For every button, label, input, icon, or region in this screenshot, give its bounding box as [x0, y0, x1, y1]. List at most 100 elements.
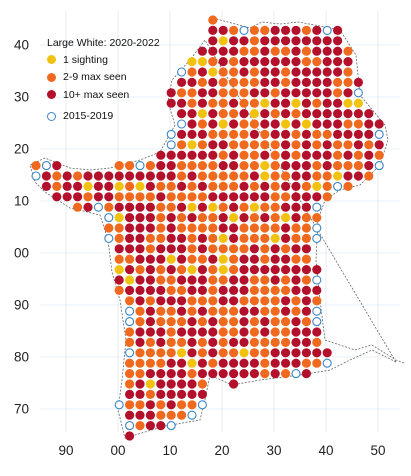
dot-2-9-max-seen [312, 296, 322, 306]
dot-10-plus-max-seen [218, 358, 228, 368]
legend-item-10-plus-max-seen: 10+ max seen [47, 89, 160, 101]
dot-2-9-max-seen [229, 129, 239, 139]
dot-10-plus-max-seen [166, 223, 176, 233]
dot-10-plus-max-seen [333, 98, 343, 108]
dot-1-sighting [145, 379, 155, 389]
dot-10-plus-max-seen [270, 265, 280, 275]
dot-10-plus-max-seen [208, 337, 218, 347]
dot-1-sighting [249, 109, 259, 119]
dot-10-plus-max-seen [249, 254, 259, 264]
dot-1-sighting [312, 181, 322, 191]
prior-record-circle [312, 317, 322, 327]
prior-record-circle [333, 181, 343, 191]
dot-10-plus-max-seen [166, 88, 176, 98]
dot-2-9-max-seen [249, 327, 259, 337]
dot-10-plus-max-seen [229, 296, 239, 306]
dot-2-9-max-seen [281, 244, 291, 254]
dot-2-9-max-seen [135, 400, 145, 410]
prior-record-circle [125, 317, 135, 327]
prior-record-circle [312, 306, 322, 316]
y-tick-label: 10 [14, 193, 30, 209]
map-legend: Large White: 2020-2022 1 sighting 2-9 ma… [47, 38, 160, 129]
dot-10-plus-max-seen [239, 317, 249, 327]
dot-10-plus-max-seen [270, 77, 280, 87]
dot-2-9-max-seen [281, 46, 291, 56]
dot-10-plus-max-seen [312, 46, 322, 56]
dot-2-9-max-seen [156, 410, 166, 420]
dot-2-9-max-seen [114, 192, 124, 202]
dot-10-plus-max-seen [145, 265, 155, 275]
dot-10-plus-max-seen [125, 223, 135, 233]
dot-2-9-max-seen [229, 317, 239, 327]
dot-2-9-max-seen [197, 296, 207, 306]
prior-record-circle [312, 202, 322, 212]
dot-10-plus-max-seen [177, 129, 187, 139]
dot-1-sighting [187, 265, 197, 275]
dot-2-9-max-seen [177, 161, 187, 171]
dot-2-9-max-seen [301, 181, 311, 191]
dot-10-plus-max-seen [291, 285, 301, 295]
dot-10-plus-max-seen [249, 171, 259, 181]
dot-2-9-max-seen [260, 348, 270, 358]
dot-2-9-max-seen [249, 233, 259, 243]
dot-2-9-max-seen [135, 317, 145, 327]
dot-10-plus-max-seen [301, 67, 311, 77]
dot-10-plus-max-seen [156, 244, 166, 254]
prior-record-circle [41, 161, 51, 171]
dot-10-plus-max-seen [229, 358, 239, 368]
dot-10-plus-max-seen [135, 296, 145, 306]
dot-1-sighting [333, 171, 343, 181]
dot-10-plus-max-seen [312, 192, 322, 202]
dot-10-plus-max-seen [197, 46, 207, 56]
dot-2-9-max-seen [187, 223, 197, 233]
dot-2-9-max-seen [239, 171, 249, 181]
dot-2-9-max-seen [177, 88, 187, 98]
dot-2-9-max-seen [197, 77, 207, 87]
dot-2-9-max-seen [197, 192, 207, 202]
dot-10-plus-max-seen [41, 181, 52, 191]
dot-10-plus-max-seen [281, 98, 291, 108]
dot-2-9-max-seen [156, 348, 166, 358]
prior-record-circle [166, 140, 176, 150]
dot-2-9-max-seen [197, 161, 207, 171]
dot-2-9-max-seen [291, 109, 301, 119]
dot-2-9-max-seen [249, 25, 259, 35]
dot-2-9-max-seen [197, 119, 207, 129]
dot-10-plus-max-seen [145, 421, 155, 431]
dot-10-plus-max-seen [301, 192, 311, 202]
dot-10-plus-max-seen [177, 306, 187, 316]
dot-10-plus-max-seen [291, 119, 301, 129]
dot-10-plus-max-seen [114, 275, 124, 285]
dot-10-plus-max-seen [156, 192, 166, 202]
dot-2-9-max-seen [249, 119, 259, 129]
dot-10-plus-max-seen [322, 46, 332, 56]
prior-record-circle [187, 410, 197, 420]
dot-10-plus-max-seen [177, 296, 187, 306]
dot-10-plus-max-seen [145, 306, 155, 316]
dot-10-plus-max-seen [145, 223, 155, 233]
dot-10-plus-max-seen [187, 119, 197, 129]
dot-10-plus-max-seen [333, 46, 343, 56]
dot-10-plus-max-seen [156, 285, 166, 295]
y-tick-label: 00 [14, 245, 30, 261]
legend-label: 1 sighting [63, 53, 108, 66]
dot-2-9-max-seen [218, 244, 228, 254]
dot-2-9-max-seen [114, 285, 124, 295]
dot-2-9-max-seen [322, 192, 332, 202]
dot-10-plus-max-seen [281, 57, 291, 67]
dot-10-plus-max-seen [177, 379, 187, 389]
dot-10-plus-max-seen [166, 150, 176, 160]
dot-1-sighting [218, 119, 228, 129]
dot-1-sighting [187, 358, 197, 368]
dot-10-plus-max-seen [135, 244, 145, 254]
dot-10-plus-max-seen [270, 67, 280, 77]
dot-10-plus-max-seen [260, 36, 270, 46]
dot-2-9-max-seen [156, 213, 166, 223]
dot-10-plus-max-seen [281, 306, 291, 316]
dot-10-plus-max-seen [187, 129, 197, 139]
dot-10-plus-max-seen [104, 181, 114, 191]
dot-10-plus-max-seen [208, 348, 218, 358]
dot-2-9-max-seen [301, 358, 311, 368]
dot-2-9-max-seen [125, 254, 135, 264]
